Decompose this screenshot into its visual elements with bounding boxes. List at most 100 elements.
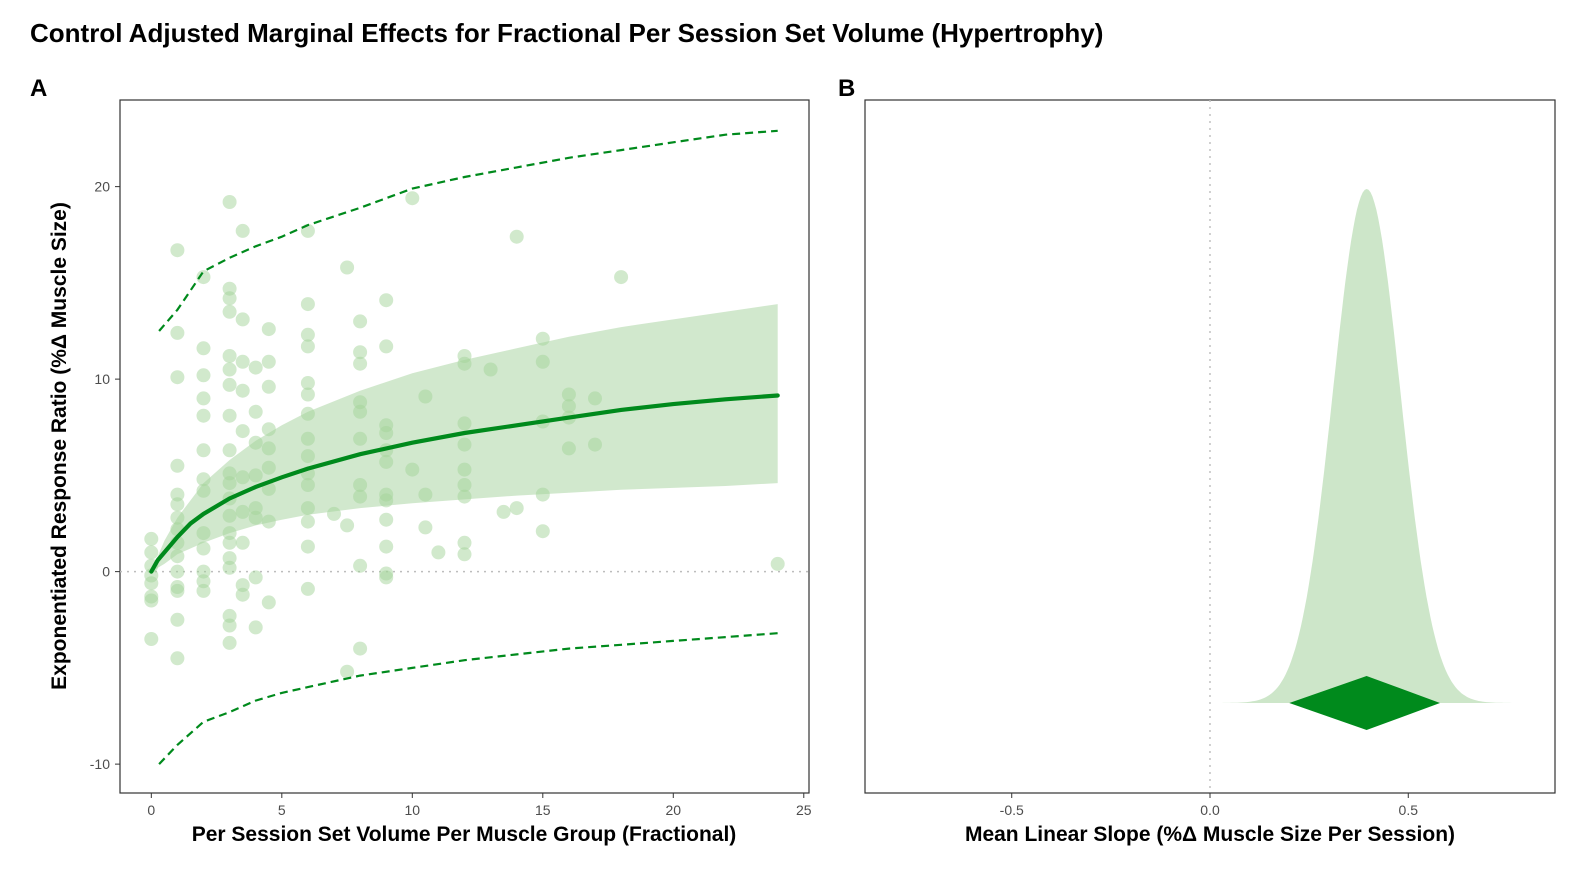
panel-a-data-point <box>261 422 276 437</box>
panel-a-data-point <box>222 362 237 377</box>
panel-a-data-point <box>222 535 237 550</box>
panel-a-data-point <box>222 635 237 650</box>
panel-a-data-point <box>222 618 237 633</box>
panel-a-data-point <box>353 356 368 371</box>
panel-a-x-tick-label: 25 <box>796 802 812 818</box>
panel-a-data-point <box>457 535 472 550</box>
panel-a-data-point <box>340 664 355 679</box>
panel-a-data-point <box>222 281 237 296</box>
panel-a-data-point <box>561 441 576 456</box>
panel-a-data-point <box>248 404 263 419</box>
panel-a-data-point <box>379 493 394 508</box>
panel-a-data-point <box>457 462 472 477</box>
panel-b-estimate-diamond <box>1289 676 1440 730</box>
panel-a-data-point <box>235 504 250 519</box>
panel-a-data-point <box>457 547 472 562</box>
panel-a-data-point <box>300 387 315 402</box>
panel-a-data-point <box>196 270 211 285</box>
panel-a-data-point <box>144 545 159 560</box>
panel-a-points-layer <box>144 191 785 679</box>
panel-a-data-point <box>405 191 420 206</box>
panel-a-x-tick-label: 0 <box>147 802 155 818</box>
panel-a-data-point <box>170 458 185 473</box>
panel-a-data-point <box>235 578 250 593</box>
panel-a-data-point <box>235 535 250 550</box>
panel-a-data-point <box>222 195 237 209</box>
panel-a-data-point <box>170 510 185 525</box>
panel-a-data-point <box>340 260 355 275</box>
panel-a-lines-layer <box>149 129 780 765</box>
panel-a-data-point <box>535 524 550 539</box>
panel-a-data-point <box>300 297 315 312</box>
panel-a-y-ticks: -10 0 10 20 <box>90 179 120 772</box>
panel-a-data-point <box>235 587 250 602</box>
panel-a-y-tick-label: -10 <box>90 756 110 772</box>
panel-a-data-point <box>405 462 420 477</box>
panel-a-data-point <box>300 431 315 446</box>
panel-b-tag: B <box>838 75 855 102</box>
panel-a-data-point <box>379 512 394 527</box>
panel-a-data-point <box>222 377 237 392</box>
panel-a-prediction-upper-line <box>158 129 778 332</box>
panel-a-data-point <box>261 354 276 369</box>
panel-a-plot: 0 5 10 15 20 25 -10 0 10 20 <box>90 99 812 818</box>
panel-a-data-point <box>261 460 276 475</box>
panel-b-posterior-density <box>1210 189 1520 703</box>
panel-a-prediction-lower-line <box>158 632 778 765</box>
panel-a-data-point <box>327 506 341 521</box>
panel-a-data-point <box>509 501 524 516</box>
panel-a-data-point <box>170 583 185 598</box>
panel-a-y-tick-label: 0 <box>102 564 110 580</box>
panel-a-data-point <box>222 560 237 575</box>
panel-a-data-point <box>300 581 315 596</box>
panel-a-data-point <box>170 370 185 385</box>
panel-a-data-point <box>353 314 368 329</box>
panel-a-data-point <box>614 270 629 285</box>
panel-a-data-point <box>353 489 368 504</box>
panel-a-data-point <box>300 376 315 390</box>
panel-a-data-point <box>170 325 185 340</box>
panel-a-data-point <box>196 391 211 406</box>
panel-b-x-axis-title: Mean Linear Slope (%Δ Muscle Size Per Se… <box>965 823 1455 846</box>
panel-a-data-point <box>222 443 237 458</box>
panel-a-data-point <box>353 558 368 573</box>
panel-a-data-point <box>144 576 159 591</box>
panel-a-data-point <box>248 468 263 483</box>
panel-a-data-point <box>379 570 394 585</box>
panel-a-data-point <box>222 291 237 306</box>
panel-a-data-point <box>300 449 315 464</box>
panel-a-x-ticks: 0 5 10 15 20 25 <box>147 793 812 818</box>
panel-a-data-point <box>196 526 211 541</box>
panel-a-data-point <box>196 341 211 356</box>
panel-a-x-tick-label: 5 <box>278 802 286 818</box>
panel-a-data-point <box>248 360 263 375</box>
panel-a-data-point <box>196 368 211 383</box>
panel-a-x-tick-label: 10 <box>405 802 421 818</box>
panel-a-data-point <box>431 545 446 560</box>
panel-a-data-point <box>457 478 472 492</box>
panel-a-data-point <box>353 431 368 446</box>
panel-a-data-point <box>196 443 211 458</box>
panel-a-data-point <box>300 514 315 529</box>
panel-a-data-point <box>170 497 185 512</box>
panel-a-data-point <box>196 541 211 556</box>
panel-a-data-point <box>457 489 472 504</box>
figure-title: Control Adjusted Marginal Effects for Fr… <box>30 18 1103 48</box>
panel-a-data-point <box>353 641 368 656</box>
panel-a-data-point <box>222 466 237 481</box>
panel-a-data-point <box>561 387 576 402</box>
panel-a-data-point <box>300 406 315 421</box>
panel-a-data-point <box>196 483 211 498</box>
panel-a-data-point <box>379 454 394 469</box>
panel-a-data-point <box>261 441 276 456</box>
panel-a-x-axis-title: Per Session Set Volume Per Muscle Group … <box>192 823 737 846</box>
panel-a-data-point <box>300 339 315 354</box>
panel-a-data-point <box>340 518 355 533</box>
panel-a-data-point <box>261 322 276 337</box>
panel-a-data-point <box>509 229 524 244</box>
panel-a-data-point <box>418 487 433 502</box>
panel-b-x-ticks: -0.5 0.0 0.5 <box>1000 793 1418 818</box>
panel-a-data-point <box>196 583 211 598</box>
panel-a-data-point <box>196 408 211 423</box>
panel-a-data-point <box>261 379 276 394</box>
